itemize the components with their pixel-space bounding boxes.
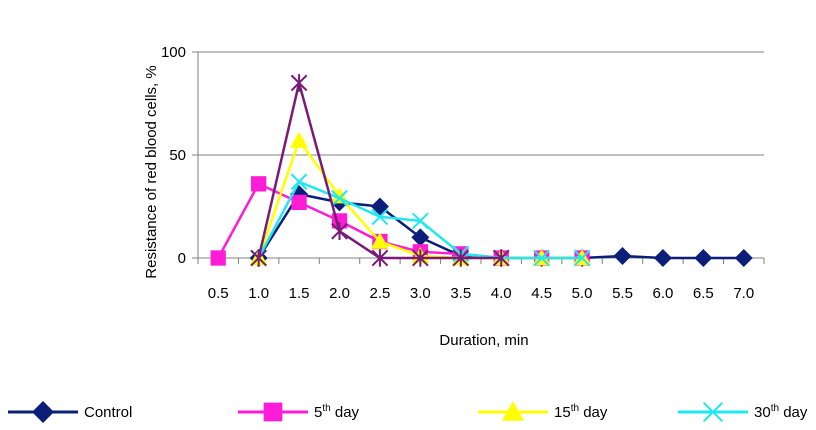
data-point (702, 401, 724, 423)
legend-label: 15th day (554, 403, 608, 421)
y-tick-labels: 0 50 100 (161, 44, 186, 267)
data-point (290, 131, 309, 148)
x-tick-label: 3.5 (450, 285, 471, 302)
data-point (411, 228, 430, 247)
x-tick-label: 5.0 (572, 285, 593, 302)
axes (192, 51, 765, 264)
y-tick-label: 50 (169, 147, 186, 164)
x-tick-label: 0.5 (208, 285, 229, 302)
legend-label: Control (84, 404, 132, 421)
x-axis-title: Duration, min (439, 332, 528, 349)
y-tick-label: 100 (161, 44, 186, 61)
gridlines (198, 51, 764, 156)
data-point (653, 249, 672, 267)
data-point (290, 173, 308, 191)
data-point (492, 249, 510, 267)
x-tick-label: 2.5 (369, 285, 390, 302)
x-tick-label: 4.0 (491, 285, 512, 302)
data-point (411, 212, 429, 230)
x-tick-label: 7.0 (733, 285, 754, 302)
data-point (32, 401, 54, 423)
data-point (290, 74, 308, 92)
data-point (331, 189, 348, 207)
data-point (250, 176, 267, 192)
data-point (370, 232, 389, 249)
x-tick-label: 5.5 (612, 285, 633, 302)
y-tick-label: 0 (178, 250, 186, 267)
data-point (573, 249, 591, 267)
data-point (331, 222, 348, 241)
data-point (533, 249, 551, 267)
legend-item: 5th day (238, 402, 360, 422)
x-tick-label: 2.0 (329, 285, 350, 302)
data-point (502, 401, 524, 421)
legend: Control 5th day 15th day 30th day (8, 401, 808, 423)
data-point (371, 208, 389, 226)
legend-item: Control (8, 401, 132, 423)
data-point (263, 402, 283, 422)
legend-label: 5th day (314, 403, 360, 421)
data-point (452, 249, 470, 267)
x-tick-label: 1.5 (289, 285, 310, 302)
data-point (613, 246, 632, 265)
data-point (734, 249, 753, 267)
x-tick-label: 6.5 (693, 285, 714, 302)
data-point (250, 249, 268, 267)
data-point (411, 249, 429, 267)
data-point (371, 249, 389, 267)
legend-item: 15th day (478, 401, 608, 421)
series-line (257, 82, 502, 260)
data-point (694, 249, 713, 267)
x-tick-label: 3.0 (410, 285, 431, 302)
legend-label: 30th day (754, 403, 808, 421)
series-5 (250, 74, 510, 267)
y-axis-title: Resistance of red blood cells, % (143, 65, 160, 278)
data-point (291, 194, 307, 211)
data-point (210, 250, 226, 266)
x-tick-label: 1.0 (248, 285, 269, 302)
x-tick-labels: 0.5 1.0 1.5 2.0 2.5 3.0 3.5 4.0 4.5 5.0 5.5 6.0 6.5 7… (208, 285, 754, 302)
x-tick-label: 6.0 (652, 285, 673, 302)
series-group (210, 74, 753, 267)
legend-item: 30th day (678, 401, 808, 423)
x-tick-label: 4.5 (531, 285, 552, 302)
